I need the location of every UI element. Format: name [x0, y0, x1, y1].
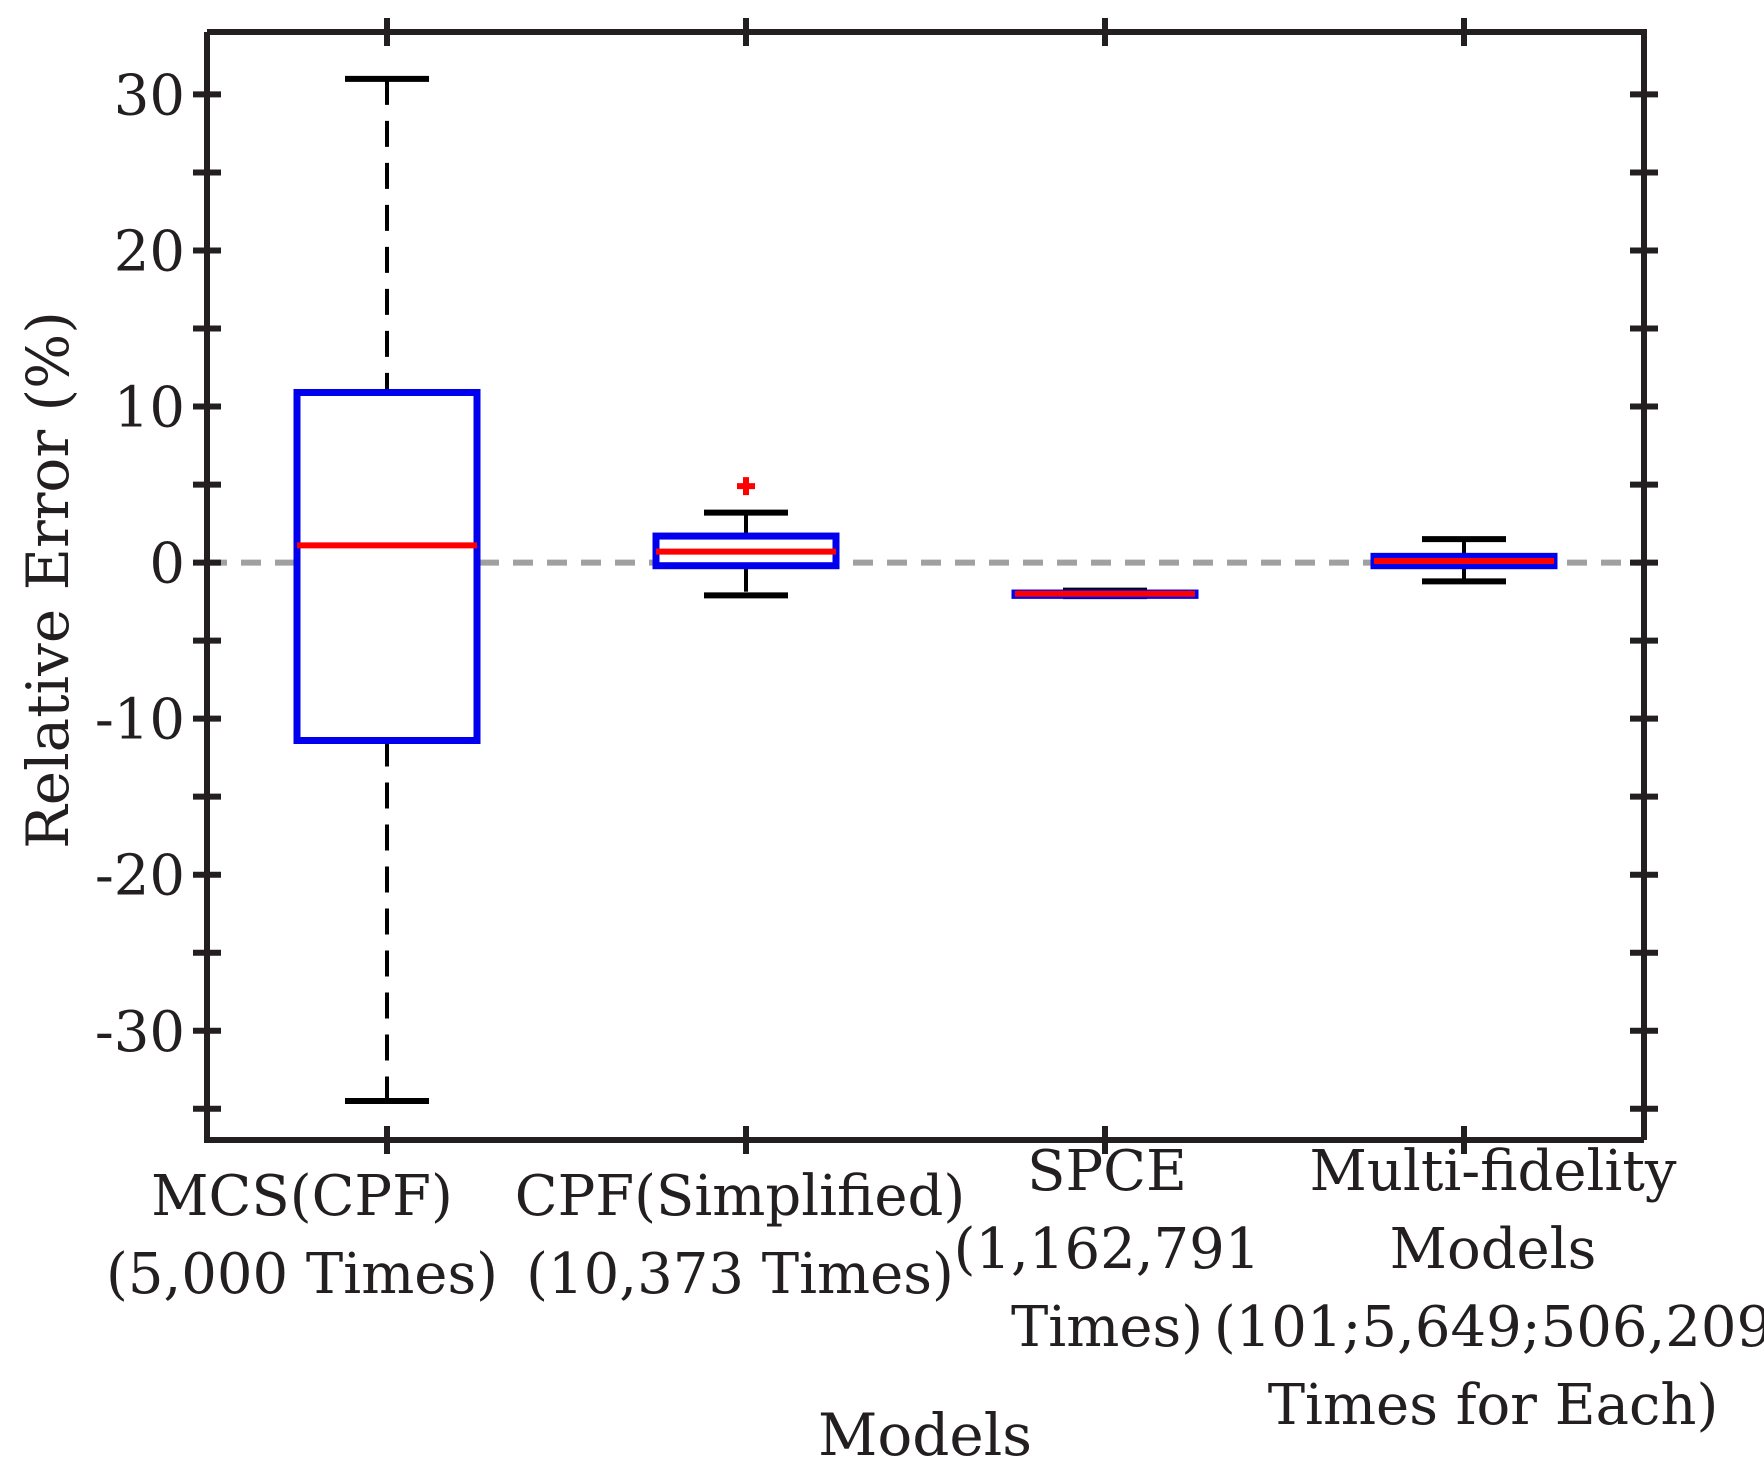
interquartile-box [293, 388, 481, 744]
box-2 [652, 477, 840, 599]
y-tick-label: 20 [114, 219, 185, 284]
y-axis-title: Relative Error (%) [14, 311, 82, 849]
y-tick-label: -20 [95, 844, 185, 909]
box-4 [1370, 536, 1558, 585]
axes-layer [193, 18, 1658, 1154]
box-1 [293, 75, 481, 1104]
axis-frame-left-bottom [204, 32, 1644, 1143]
labels-layer: 30 20 10 0 -10 -20 -30 MCS(CPF) (5,000 Times) CPF… [95, 63, 1764, 1438]
x-axis-title: Models [818, 1401, 1032, 1469]
boxes-layer [293, 75, 1558, 1104]
y-tick-label: 10 [114, 376, 185, 441]
y-tick-label: 30 [114, 63, 185, 128]
category-label-line: Models [1390, 1217, 1597, 1282]
category-label-line: (10,373 Times) [526, 1242, 954, 1307]
box-3 [1011, 587, 1199, 600]
y-tick-label: -10 [95, 688, 185, 753]
outlier-marker [737, 477, 755, 496]
category-label-line: SPCE [1027, 1139, 1187, 1204]
category-label-line: (101;5,649;506,209 [1214, 1295, 1764, 1360]
category-label-line: MCS(CPF) [151, 1164, 453, 1229]
axis-frame-top-right [207, 29, 1647, 1140]
category-label-line: Times) [1011, 1295, 1203, 1360]
category-label-line: (1,162,791 [954, 1217, 1261, 1282]
y-tick-label: -30 [95, 1000, 185, 1065]
category-label-line: Multi-fidelity [1310, 1139, 1677, 1204]
category-label-line: Times for Each) [1268, 1373, 1719, 1438]
category-label-line: (5,000 Times) [106, 1242, 498, 1307]
y-tick-label: 0 [149, 532, 185, 597]
category-label-line: CPF(Simplified) [515, 1164, 965, 1229]
